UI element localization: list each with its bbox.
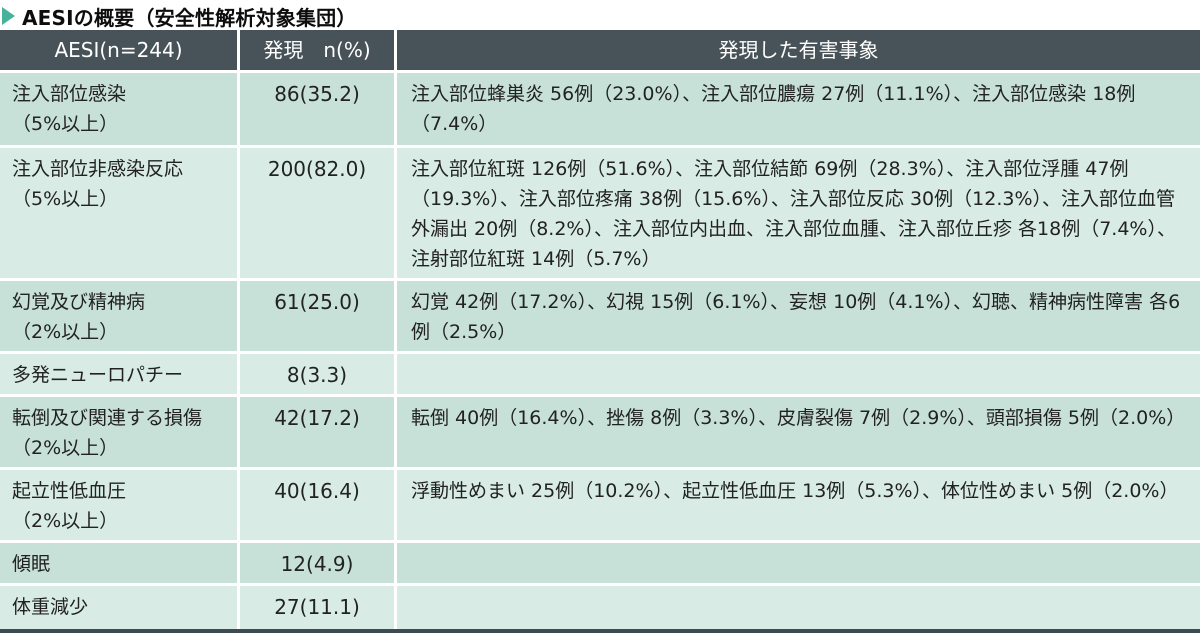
header-events: 発現した有害事象 — [718, 38, 879, 62]
events-detail — [397, 543, 1200, 583]
header-incidence: 発現 n(%) — [240, 30, 397, 70]
table-row: 傾眠 12(4.9) — [0, 540, 1200, 583]
triangle-marker-icon — [2, 7, 15, 25]
header-aesi: AESI(n=244) — [0, 30, 240, 70]
incidence-value: 61(25.0) — [240, 281, 397, 351]
table-title-bar: AESIの概要（安全性解析対象集団） — [0, 0, 1200, 30]
aesi-name: 体重減少 — [0, 586, 240, 629]
incidence-value: 8(3.3) — [240, 354, 397, 394]
table-row: 幻覚及び精神病 （2%以上） 61(25.0) 幻覚 42例（17.2%）、幻視… — [0, 278, 1200, 351]
aesi-name: 転倒及び関連する損傷 （2%以上） — [0, 397, 240, 467]
table-row: 起立性低血圧 （2%以上） 40(16.4) 浮動性めまい 25例（10.2%）… — [0, 467, 1200, 540]
incidence-value: 12(4.9) — [240, 543, 397, 583]
aesi-name: 起立性低血圧 （2%以上） — [0, 470, 240, 540]
events-detail: 浮動性めまい 25例（10.2%）、起立性低血圧 13例（5.3%）、体位性めま… — [397, 470, 1200, 540]
events-detail: 注入部位蜂巣炎 56例（23.0%）、注入部位膿瘍 27例（11.1%）、注入部… — [397, 73, 1200, 145]
events-detail — [397, 354, 1200, 394]
aesi-summary-table: AESI(n=244) 発現 n(%) 発現した有害事象 注入部位感染 （5%以… — [0, 30, 1200, 633]
aesi-name: 傾眠 — [0, 543, 240, 583]
incidence-value: 42(17.2) — [240, 397, 397, 467]
table-title: AESIの概要（安全性解析対象集団） — [22, 5, 357, 30]
table-row: 注入部位非感染反応 （5%以上） 200(82.0) 注入部位紅斑 126例（5… — [0, 145, 1200, 278]
events-detail: 転倒 40例（16.4%）、挫傷 8例（3.3%）、皮膚裂傷 7例（2.9%）、… — [397, 397, 1200, 467]
aesi-name: 幻覚及び精神病 （2%以上） — [0, 281, 240, 351]
table-row: 多発ニューロパチー 8(3.3) — [0, 351, 1200, 394]
events-detail: 注入部位紅斑 126例（51.6%）、注入部位結節 69例（28.3%）、注入部… — [397, 148, 1200, 278]
incidence-value: 86(35.2) — [240, 73, 397, 145]
aesi-name: 注入部位非感染反応 （5%以上） — [0, 148, 240, 278]
incidence-value: 27(11.1) — [240, 586, 397, 629]
aesi-name: 多発ニューロパチー — [0, 354, 240, 394]
events-detail — [397, 586, 1200, 629]
table-row: 転倒及び関連する損傷 （2%以上） 42(17.2) 転倒 40例（16.4%）… — [0, 394, 1200, 467]
incidence-value: 200(82.0) — [240, 148, 397, 278]
table-header-row: AESI(n=244) 発現 n(%) 発現した有害事象 — [0, 30, 1200, 70]
events-detail: 幻覚 42例（17.2%）、幻視 15例（6.1%）、妄想 10例（4.1%）、… — [397, 281, 1200, 351]
table-row: 体重減少 27(11.1) — [0, 583, 1200, 629]
aesi-name: 注入部位感染 （5%以上） — [0, 73, 240, 145]
incidence-value: 40(16.4) — [240, 470, 397, 540]
table-row: 注入部位感染 （5%以上） 86(35.2) 注入部位蜂巣炎 56例（23.0%… — [0, 70, 1200, 145]
